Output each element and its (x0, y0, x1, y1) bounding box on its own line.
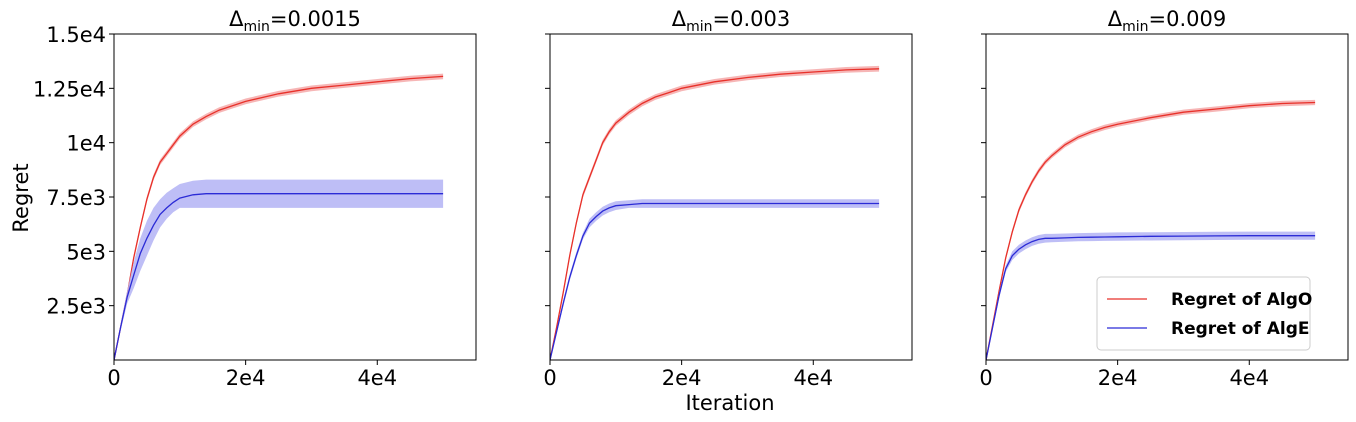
y-tick-label: 7.5e3 (46, 186, 106, 210)
plot-area (550, 65, 880, 360)
x-tick-label: 0 (543, 366, 556, 390)
x-tick-label: 2e4 (226, 366, 266, 390)
panel-title-value: =0.009 (1149, 7, 1227, 31)
panel-title-value: =0.003 (713, 7, 791, 31)
algo-series-line (986, 101, 1316, 360)
plot-area (986, 99, 1316, 360)
x-axis-label: Iteration (685, 391, 774, 415)
algo-series-line (550, 68, 880, 360)
y-tick-label: 2.5e3 (46, 295, 106, 319)
panel-title: Δmin=0.009 (1108, 7, 1227, 35)
alge-confidence-band (550, 199, 880, 360)
panel-title-symbol: Δ (672, 7, 687, 31)
legend-label-algo: Regret of AlgO (1171, 290, 1312, 310)
panel-title-subscript: min (686, 19, 712, 35)
panel-title-symbol: Δ (229, 7, 244, 31)
panel-title-symbol: Δ (1108, 7, 1123, 31)
x-tick-label: 4e4 (1229, 366, 1269, 390)
x-tick-label: 0 (107, 366, 120, 390)
legend: Regret of AlgO Regret of AlgE (1096, 276, 1312, 351)
panel-title-subscript: min (1122, 19, 1148, 35)
algo-series-line (114, 75, 444, 360)
x-tick-label: 2e4 (662, 366, 702, 390)
y-tick-label: 1.25e4 (33, 77, 106, 101)
panel-2: Δmin=0.003 0 2e4 4e4 (543, 7, 913, 390)
legend-label-alge: Regret of AlgE (1171, 319, 1310, 339)
panel-title-subscript: min (243, 19, 269, 35)
panel-title-value: =0.0015 (270, 7, 361, 31)
panel-title: Δmin=0.003 (672, 7, 791, 35)
y-tick-label: 5e3 (66, 240, 106, 264)
x-tick-label: 0 (979, 366, 992, 390)
alge-series-line (114, 193, 444, 360)
y-tick-label: 1.5e4 (46, 23, 106, 47)
plot-area (114, 73, 444, 360)
x-tick-label: 4e4 (357, 366, 397, 390)
alge-confidence-band (114, 179, 444, 360)
panel-title: Δmin=0.0015 (229, 7, 361, 35)
x-tick-label: 4e4 (793, 366, 833, 390)
panel-1: Δmin=0.0015 2.5e3 5e3 7.5e3 1e4 1.25e4 1.5e4 0 2… (33, 7, 477, 390)
plot-frame (549, 33, 913, 361)
y-tick-label: 1e4 (66, 132, 106, 156)
y-axis-label: Regret (9, 163, 33, 232)
x-tick-label: 2e4 (1098, 366, 1138, 390)
legend-box (1096, 276, 1311, 351)
alge-series-line (550, 202, 880, 360)
alge-series-line (986, 235, 1316, 360)
